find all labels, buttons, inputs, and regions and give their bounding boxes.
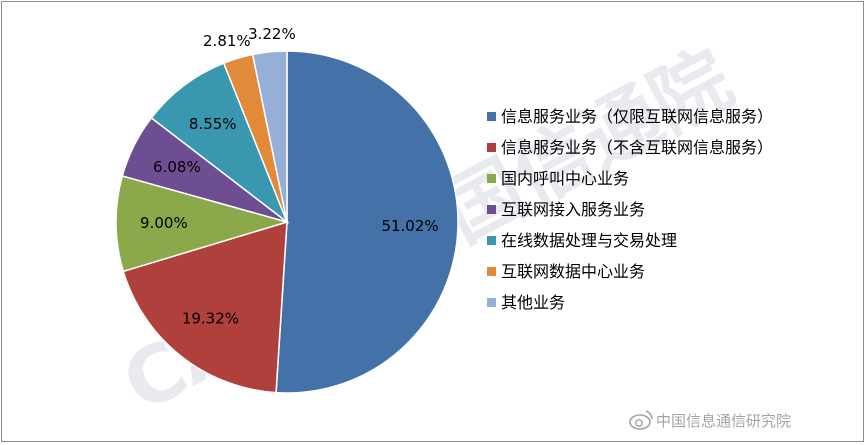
pie-slice [122,220,288,394]
legend-item: 互联网接入服务业务 [487,200,645,219]
legend-label: 国内呼叫中心业务 [501,169,629,188]
legend: 信息服务业务（仅限互联网信息服务） 信息服务业务（不含互联网信息服务） 国内呼叫中心… [487,107,773,312]
legend-item: 在线数据处理与交易处理 [487,231,677,250]
legend-swatch [487,298,496,307]
footer-watermark-text: 中国信息通信研究院 [656,412,791,430]
legend-label: 互联网数据中心业务 [501,262,645,281]
pie-slice [150,62,289,225]
legend-label: 信息服务业务（不含互联网信息服务） [501,138,773,157]
legend-item: 信息服务业务（仅限互联网信息服务） [487,107,773,126]
legend-item: 国内呼叫中心业务 [487,169,629,188]
legend-item: 互联网数据中心业务 [487,262,645,281]
legend-swatch [487,205,496,214]
pie-slice [251,50,288,223]
legend-label: 在线数据处理与交易处理 [501,231,677,250]
legend-label: 信息服务业务（仅限互联网信息服务） [501,107,773,126]
pie-data-label: 9.00% [140,214,188,232]
legend-swatch [487,143,496,152]
pie-data-label: 8.55% [189,115,237,133]
legend-label: 其他业务 [501,293,565,312]
legend-item: 其他业务 [487,293,565,312]
footer-watermark: 中国信息通信研究院 [629,410,791,430]
legend-swatch [487,112,496,121]
legend-label: 互联网接入服务业务 [501,200,645,219]
legend-swatch [487,236,496,245]
pie-data-label: 6.08% [153,158,201,176]
pie-slice [115,175,290,273]
pie-slices [115,50,459,394]
legend-swatch [487,267,496,276]
pie-data-labels: 51.02% 19.32% 9.00% 6.08% 8.55% 2.81%3.22% [140,25,439,327]
weibo-icon [629,410,653,430]
pie-data-label: 2.81% [203,32,251,50]
pie-data-label: 51.02% [381,217,438,235]
pie-data-label: 19.32% [182,309,239,327]
pie-slice [275,50,459,394]
legend-swatch [487,174,496,183]
legend-item: 信息服务业务（不含互联网信息服务） [487,138,773,157]
pie-data-label: 3.22% [248,25,296,43]
